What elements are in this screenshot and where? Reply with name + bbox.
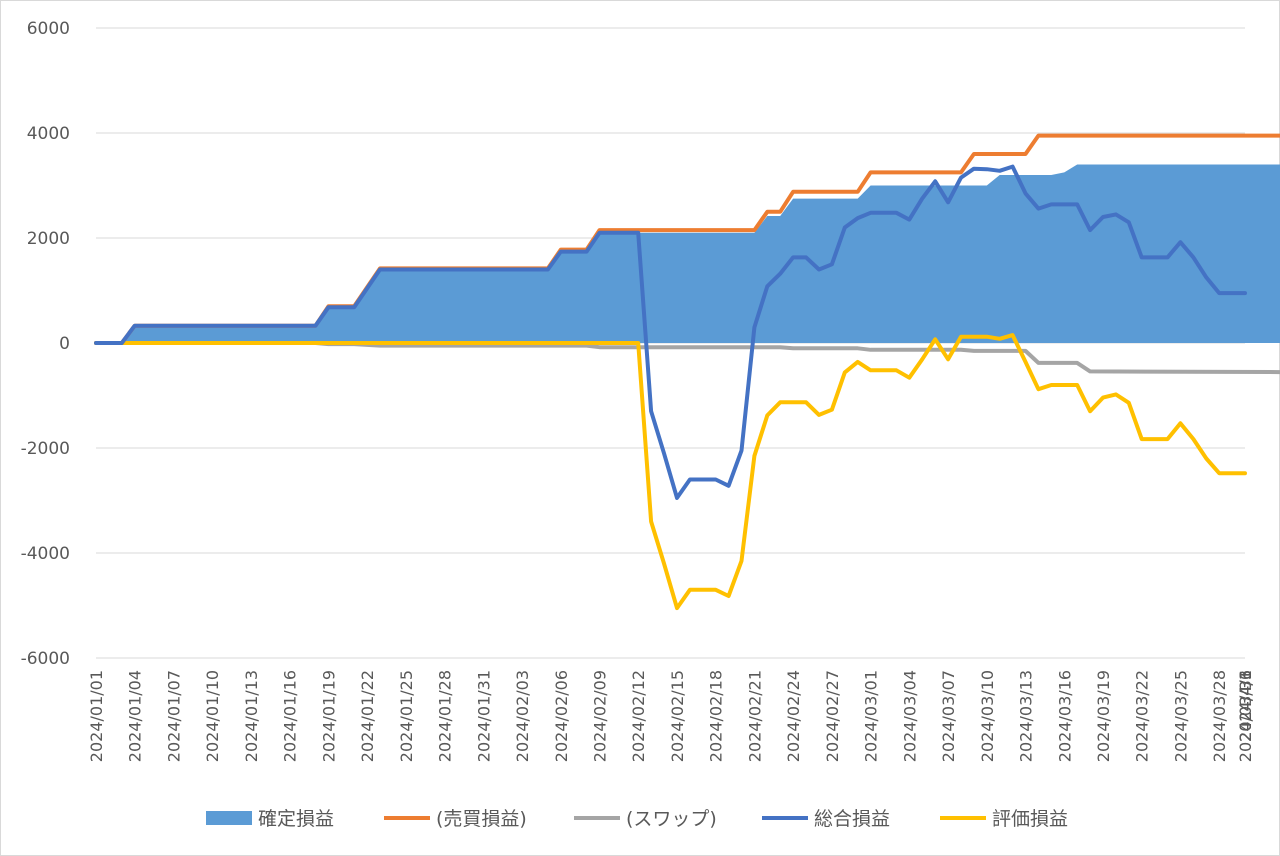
x-tick-label: 2024/01/01 [87, 670, 106, 762]
x-tick-label: 2024/01/13 [242, 670, 261, 762]
x-tick-label: 2024/03/19 [1094, 670, 1113, 762]
x-tick-label: 2024/02/06 [552, 670, 571, 762]
legend-label: (売買損益) [436, 808, 527, 830]
x-tick-label: 2024/02/24 [784, 670, 803, 762]
x-tick-label: 2024/02/21 [745, 670, 764, 762]
y-tick-label: 2000 [27, 229, 70, 249]
series-line [94, 341, 1280, 375]
x-tick-label: 2024/01/07 [164, 670, 183, 762]
legend-label: 確定損益 [258, 808, 334, 830]
x-tick-label: 2024/01/19 [319, 670, 338, 762]
x-tick-label: 2024/02/27 [823, 670, 842, 762]
x-tick-label: 2024/01/10 [203, 670, 222, 762]
x-tick-label: 2024/4/3 [1236, 670, 1255, 742]
x-tick-label: 2024/01/04 [126, 670, 145, 762]
x-tick-label: 2024/01/22 [358, 670, 377, 762]
series-layer [94, 133, 1280, 611]
legend: 確定損益 (売買損益) (スワップ) 総合損益 評価損益 [206, 808, 1068, 830]
x-tick-label: 2024/01/25 [397, 670, 416, 762]
x-tick-label: 2024/03/10 [978, 670, 997, 762]
legend-label: 評価損益 [992, 808, 1068, 830]
x-tick-label: 2024/02/18 [707, 670, 726, 762]
x-tick-label: 2024/03/07 [939, 670, 958, 762]
x-tick-label: 2024/01/28 [436, 670, 455, 762]
x-tick-label: 2024/01/16 [281, 670, 300, 762]
x-tick-label: 2024/03/25 [1171, 670, 1190, 762]
series-line [94, 333, 1247, 611]
x-tick-label: 2024/02/03 [513, 670, 532, 762]
x-tick-label: 2024/03/01 [862, 670, 881, 762]
x-tick-label: 2024/03/28 [1210, 670, 1229, 762]
y-tick-label: 4000 [27, 124, 70, 144]
y-tick-label: 0 [59, 334, 70, 354]
x-tick-label: 2024/03/22 [1133, 670, 1152, 762]
x-tick-label: 2024/01/31 [474, 670, 493, 762]
x-tick-label: 2024/03/13 [1017, 670, 1036, 762]
x-tick-label: 2024/02/09 [590, 670, 609, 762]
y-tick-label: -2000 [21, 439, 70, 459]
gridlines [96, 27, 1245, 659]
x-tick-label: 2024/4/6 [1236, 670, 1255, 742]
legend-swatch [206, 811, 252, 825]
x-axis: 2024/01/01 2024/01/04 2024/01/07 2024/01/10… [87, 670, 1255, 762]
x-tick-label: 2024/03/04 [900, 670, 919, 762]
y-axis: 6000 4000 2000 0 -2000 -4000 -6000 [21, 19, 70, 669]
legend-label: (スワップ) [626, 808, 717, 830]
legend-label: 総合損益 [814, 808, 890, 830]
x-tick-label: 2024/03/16 [1055, 670, 1074, 762]
x-tick-label: 2024/03/31 [1236, 670, 1255, 762]
x-tick-label: 2024/02/15 [668, 670, 687, 762]
y-tick-label: -6000 [21, 649, 70, 669]
series-line [94, 164, 1247, 500]
series-area-kakutei [96, 164, 1280, 343]
x-tick-label: 2024/02/12 [629, 670, 648, 762]
y-tick-label: 6000 [27, 19, 70, 39]
y-tick-label: -4000 [21, 544, 70, 564]
